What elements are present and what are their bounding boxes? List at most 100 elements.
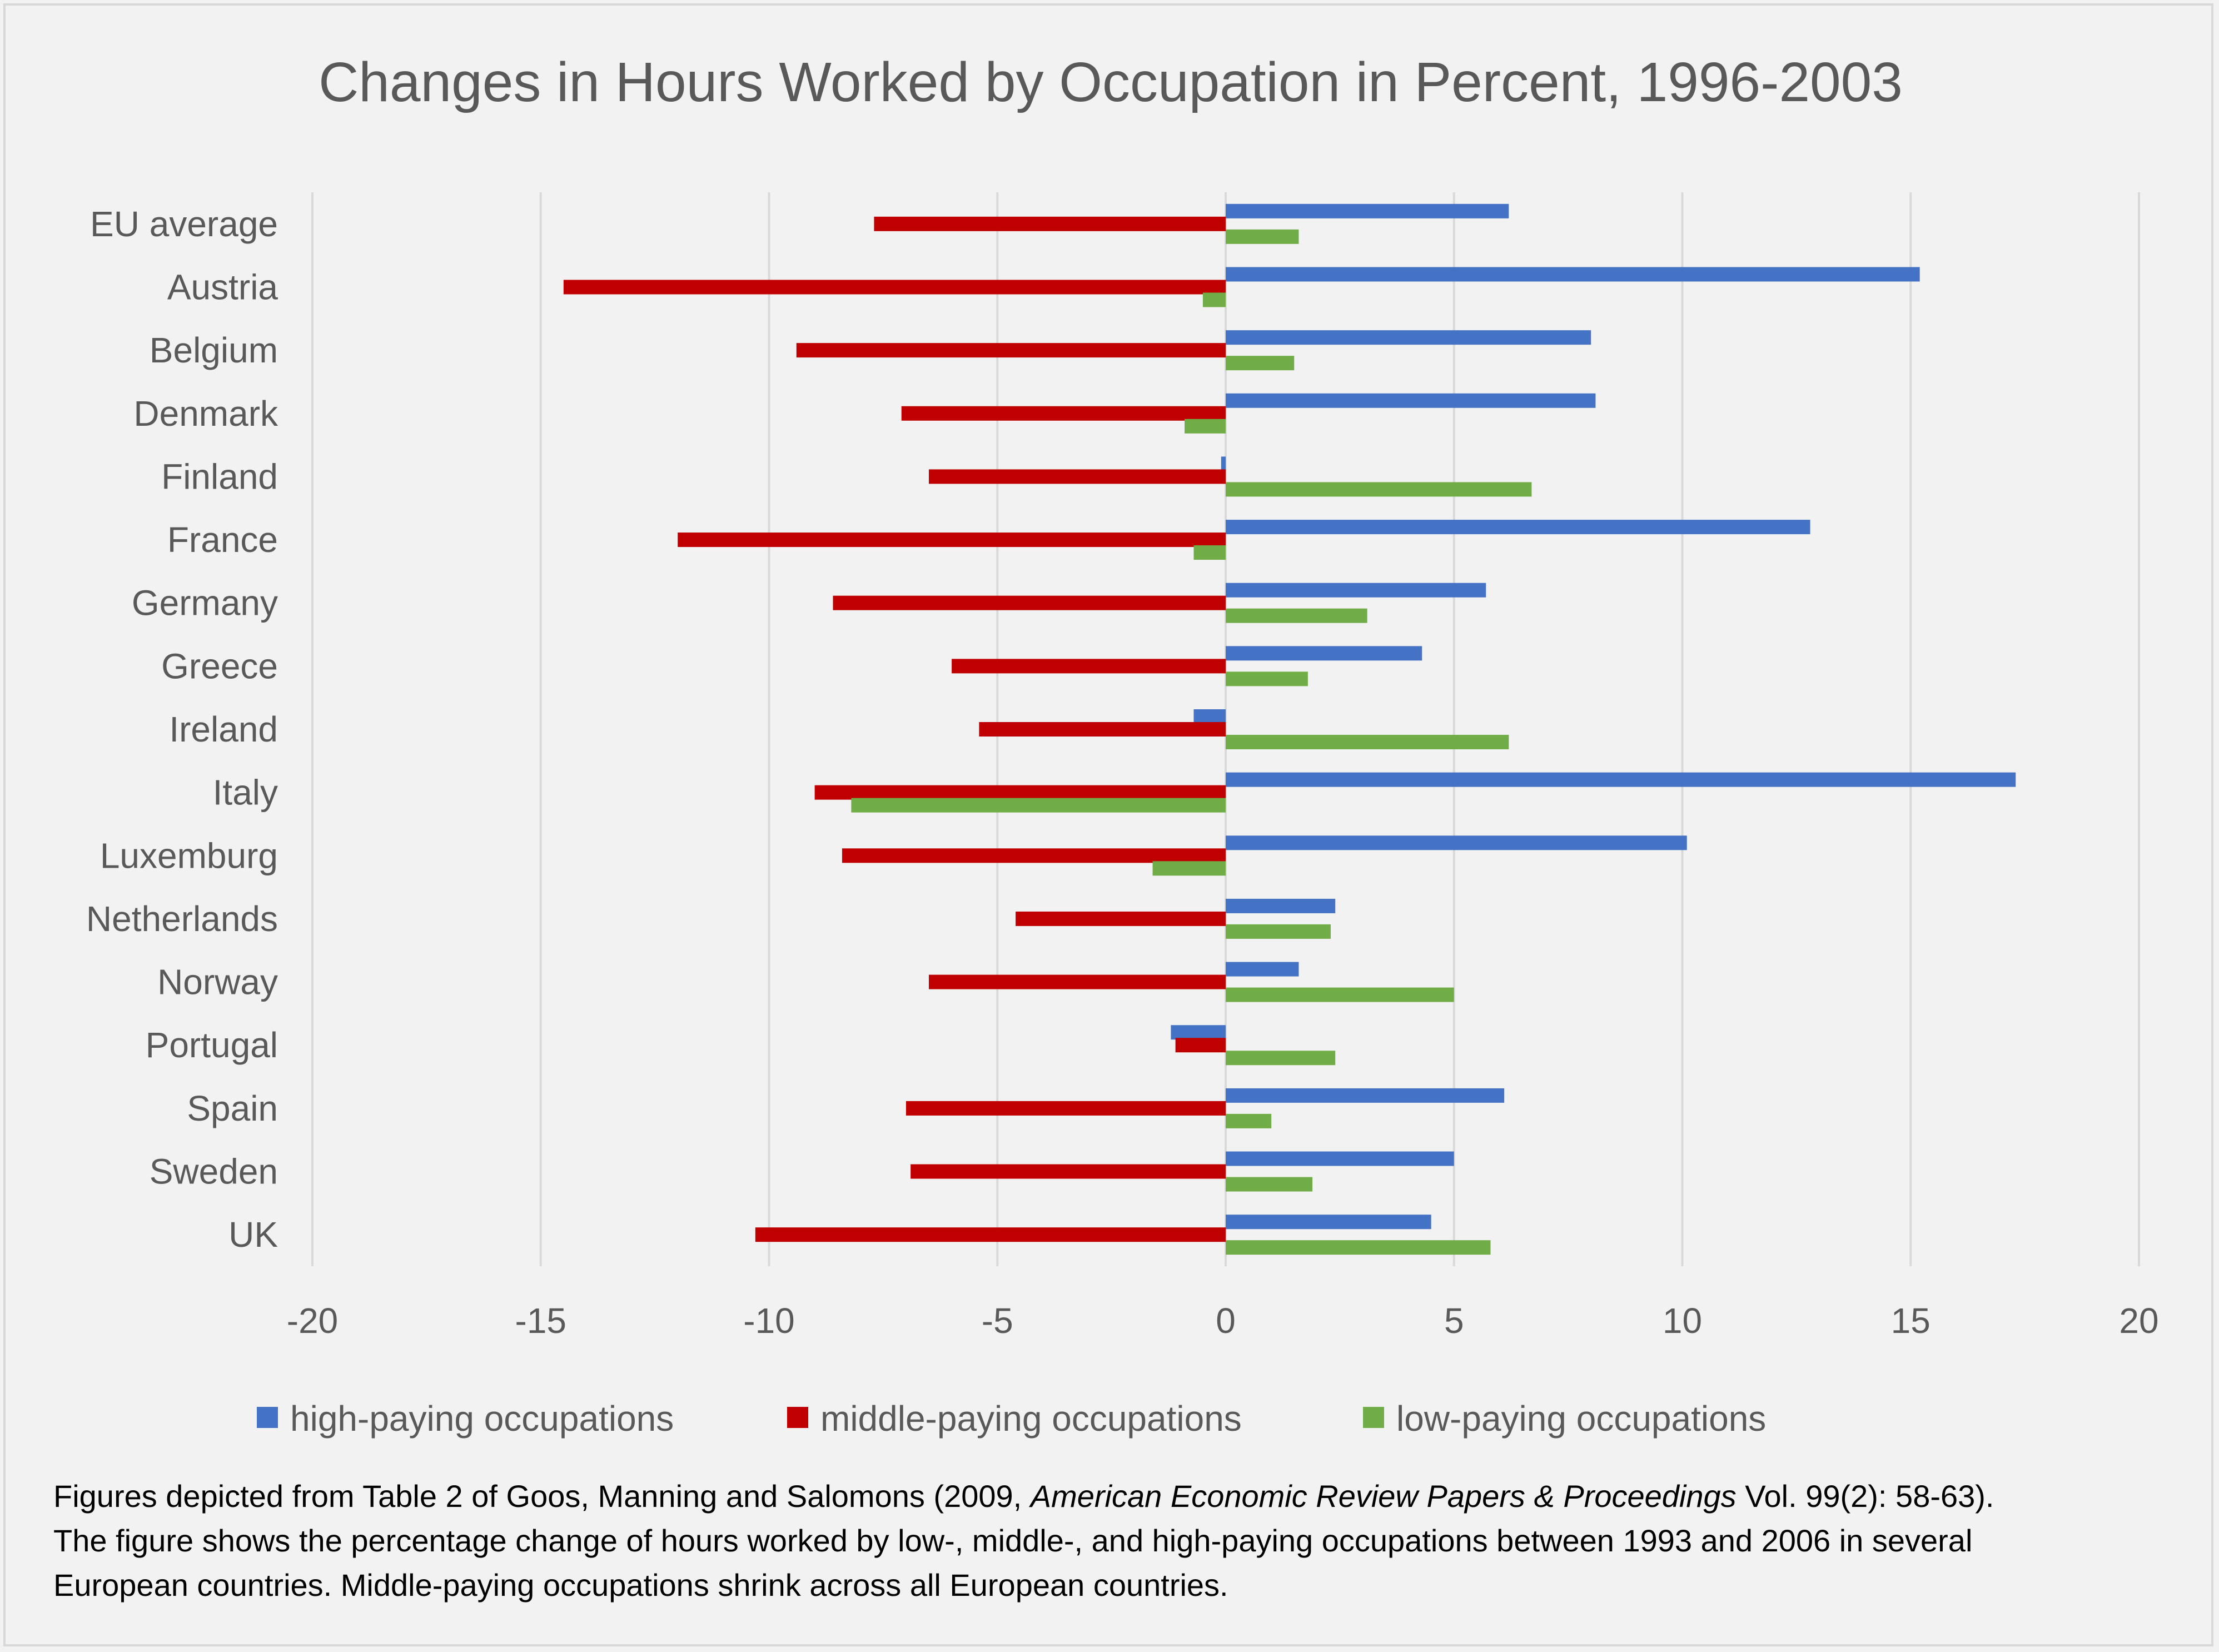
bar-middle-10 xyxy=(842,848,1226,863)
bar-middle-4 xyxy=(929,469,1226,484)
bar-low-11 xyxy=(1226,924,1331,939)
caption-line-3: European countries. Middle-paying occupa… xyxy=(53,1568,1228,1603)
bar-middle-6 xyxy=(833,595,1226,610)
bar-middle-9 xyxy=(814,785,1226,800)
category-label-3: Denmark xyxy=(133,394,278,434)
legend-swatch-1 xyxy=(787,1407,808,1428)
bar-low-4 xyxy=(1226,482,1532,497)
bar-low-15 xyxy=(1226,1177,1313,1192)
legend-swatch-0 xyxy=(257,1407,278,1428)
bar-low-16 xyxy=(1226,1240,1491,1255)
bar-high-9 xyxy=(1226,772,2016,787)
bar-high-11 xyxy=(1226,898,1336,913)
x-tick-label-6: 10 xyxy=(1663,1301,1702,1341)
category-label-16: UK xyxy=(228,1215,278,1255)
category-label-0: EU average xyxy=(90,204,278,244)
legend-label-2: low-paying occupations xyxy=(1396,1399,1766,1439)
caption-journal-title: American Economic Review Papers & Procee… xyxy=(1030,1479,1737,1514)
x-tick-label-5: 5 xyxy=(1444,1301,1464,1341)
x-tick-label-1: -15 xyxy=(515,1301,567,1341)
bar-middle-11 xyxy=(1016,911,1226,926)
bar-high-2 xyxy=(1226,330,1591,345)
bar-high-5 xyxy=(1226,520,1810,535)
caption-line-1-start: Figures depicted from Table 2 of Goos, M… xyxy=(53,1479,1031,1514)
caption-line-2: The figure shows the percentage change o… xyxy=(53,1523,1973,1558)
legend-item-0: high-paying occupations xyxy=(257,1399,674,1439)
legend-swatch-2 xyxy=(1363,1407,1384,1428)
x-tick-label-4: 0 xyxy=(1216,1301,1236,1341)
category-label-4: Finland xyxy=(161,456,278,496)
bar-middle-15 xyxy=(911,1164,1226,1179)
bar-low-10 xyxy=(1152,861,1226,876)
category-labels: EU average Austria Belgium Denmark Finland Fr… xyxy=(86,204,278,1255)
x-tick-label-7: 15 xyxy=(1891,1301,1931,1341)
bar-low-6 xyxy=(1226,608,1367,623)
bar-middle-16 xyxy=(755,1227,1226,1242)
caption-line-1-end: Vol. 99(2): 58-63). xyxy=(1736,1479,1994,1514)
figure-caption: Figures depicted from Table 2 of Goos, M… xyxy=(53,1474,2188,1608)
bar-high-15 xyxy=(1226,1151,1454,1166)
bar-high-8 xyxy=(1193,709,1226,724)
bar-middle-5 xyxy=(678,533,1226,548)
chart-title: Changes in Hours Worked by Occupation in… xyxy=(319,51,1903,113)
x-tick-label-3: -5 xyxy=(982,1301,1013,1341)
bar-high-14 xyxy=(1226,1088,1505,1103)
bar-middle-1 xyxy=(563,280,1226,295)
bar-high-0 xyxy=(1226,203,1509,218)
bar-middle-2 xyxy=(796,343,1226,358)
bar-high-12 xyxy=(1226,962,1299,977)
chart-frame: Changes in Hours Worked by Occupation in… xyxy=(3,3,2213,1646)
hours-worked-bar-chart: Changes in Hours Worked by Occupation in… xyxy=(86,51,2159,1439)
category-label-13: Portugal xyxy=(146,1025,278,1065)
legend-item-2: low-paying occupations xyxy=(1363,1399,1766,1439)
bar-high-16 xyxy=(1226,1215,1431,1230)
bar-high-4 xyxy=(1221,456,1226,471)
category-label-10: Luxemburg xyxy=(100,835,278,875)
bar-high-10 xyxy=(1226,835,1687,850)
category-label-6: Germany xyxy=(132,583,278,623)
category-label-8: Ireland xyxy=(169,709,278,749)
x-tick-labels: -20 -15 -10 -5 0 5 10 15 20 xyxy=(287,1301,2159,1341)
caption-line-1: Figures depicted from Table 2 of Goos, M… xyxy=(53,1474,2188,1519)
bar-low-2 xyxy=(1226,356,1295,371)
category-label-7: Greece xyxy=(161,646,278,686)
category-label-15: Sweden xyxy=(150,1152,278,1192)
category-label-12: Norway xyxy=(157,962,278,1002)
category-label-14: Spain xyxy=(187,1088,278,1128)
bar-high-13 xyxy=(1171,1025,1226,1040)
bar-low-3 xyxy=(1185,419,1226,434)
bar-high-6 xyxy=(1226,583,1486,598)
bar-low-12 xyxy=(1226,987,1454,1002)
bar-high-1 xyxy=(1226,267,1920,282)
bar-low-7 xyxy=(1226,671,1308,686)
bar-middle-13 xyxy=(1175,1038,1226,1053)
bar-middle-3 xyxy=(901,406,1226,421)
bar-high-3 xyxy=(1226,393,1596,408)
bar-low-9 xyxy=(851,798,1226,813)
x-tick-label-2: -10 xyxy=(743,1301,795,1341)
bar-low-8 xyxy=(1226,735,1509,749)
x-tick-label-0: -20 xyxy=(287,1301,339,1341)
legend-item-1: middle-paying occupations xyxy=(787,1399,1242,1439)
legend-label-1: middle-paying occupations xyxy=(820,1399,1242,1439)
bar-low-13 xyxy=(1226,1051,1336,1066)
bar-high-7 xyxy=(1226,646,1422,661)
category-label-5: France xyxy=(167,520,278,560)
bars xyxy=(563,203,2016,1255)
category-label-2: Belgium xyxy=(150,330,278,370)
category-label-11: Netherlands xyxy=(86,899,278,939)
bar-middle-14 xyxy=(905,1101,1226,1116)
x-tick-label-8: 20 xyxy=(2119,1301,2158,1341)
legend: high-paying occupations middle-paying occ… xyxy=(257,1399,1766,1439)
category-label-1: Austria xyxy=(167,267,278,307)
bar-middle-12 xyxy=(929,974,1226,989)
bar-low-0 xyxy=(1226,229,1299,244)
bar-low-5 xyxy=(1193,545,1226,560)
bar-low-1 xyxy=(1202,292,1226,307)
bar-middle-0 xyxy=(874,216,1226,231)
bar-low-14 xyxy=(1226,1113,1272,1128)
category-label-9: Italy xyxy=(213,773,278,813)
bar-middle-7 xyxy=(952,659,1226,674)
bar-middle-8 xyxy=(979,722,1226,737)
legend-label-0: high-paying occupations xyxy=(290,1399,674,1439)
